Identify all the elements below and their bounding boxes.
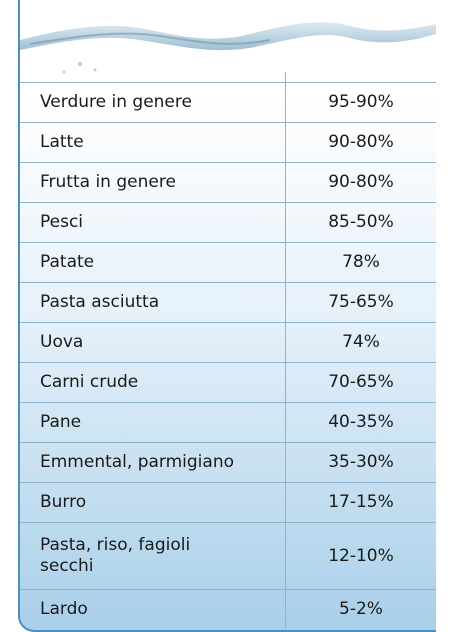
- food-cell: Frutta in genere: [20, 163, 286, 203]
- food-cell: Latte: [20, 123, 286, 163]
- percent-cell: 70-65%: [286, 363, 437, 403]
- percent-cell: 78%: [286, 243, 437, 283]
- percent-cell: 85-50%: [286, 203, 437, 243]
- percent-cell: 17-15%: [286, 483, 437, 523]
- percent-cell: 95-90%: [286, 83, 437, 123]
- food-cell: Pasta asciutta: [20, 283, 286, 323]
- food-cell: Carni crude: [20, 363, 286, 403]
- water-splash: [20, 0, 436, 82]
- food-cell: Lardo: [20, 590, 286, 630]
- percent-cell: 90-80%: [286, 163, 437, 203]
- percent-cell: 40-35%: [286, 403, 437, 443]
- percent-cell: 35-30%: [286, 443, 437, 483]
- food-cell: Pasta, riso, fagioli secchi: [20, 523, 286, 590]
- food-cell: Verdure in genere: [20, 83, 286, 123]
- food-cell: Pane: [20, 403, 286, 443]
- page: Verdure in genere95-90%Latte90-80%Frutta…: [0, 0, 452, 632]
- food-cell: Pesci: [20, 203, 286, 243]
- percent-cell: 5-2%: [286, 590, 437, 630]
- percent-cell: 12-10%: [286, 523, 437, 590]
- food-cell: Patate: [20, 243, 286, 283]
- column-divider: [285, 72, 286, 82]
- percent-cell: 75-65%: [286, 283, 437, 323]
- food-cell: Emmental, parmigiano: [20, 443, 286, 483]
- food-cell: Uova: [20, 323, 286, 363]
- food-cell: Burro: [20, 483, 286, 523]
- percent-cell: 74%: [286, 323, 437, 363]
- percent-cell: 90-80%: [286, 123, 437, 163]
